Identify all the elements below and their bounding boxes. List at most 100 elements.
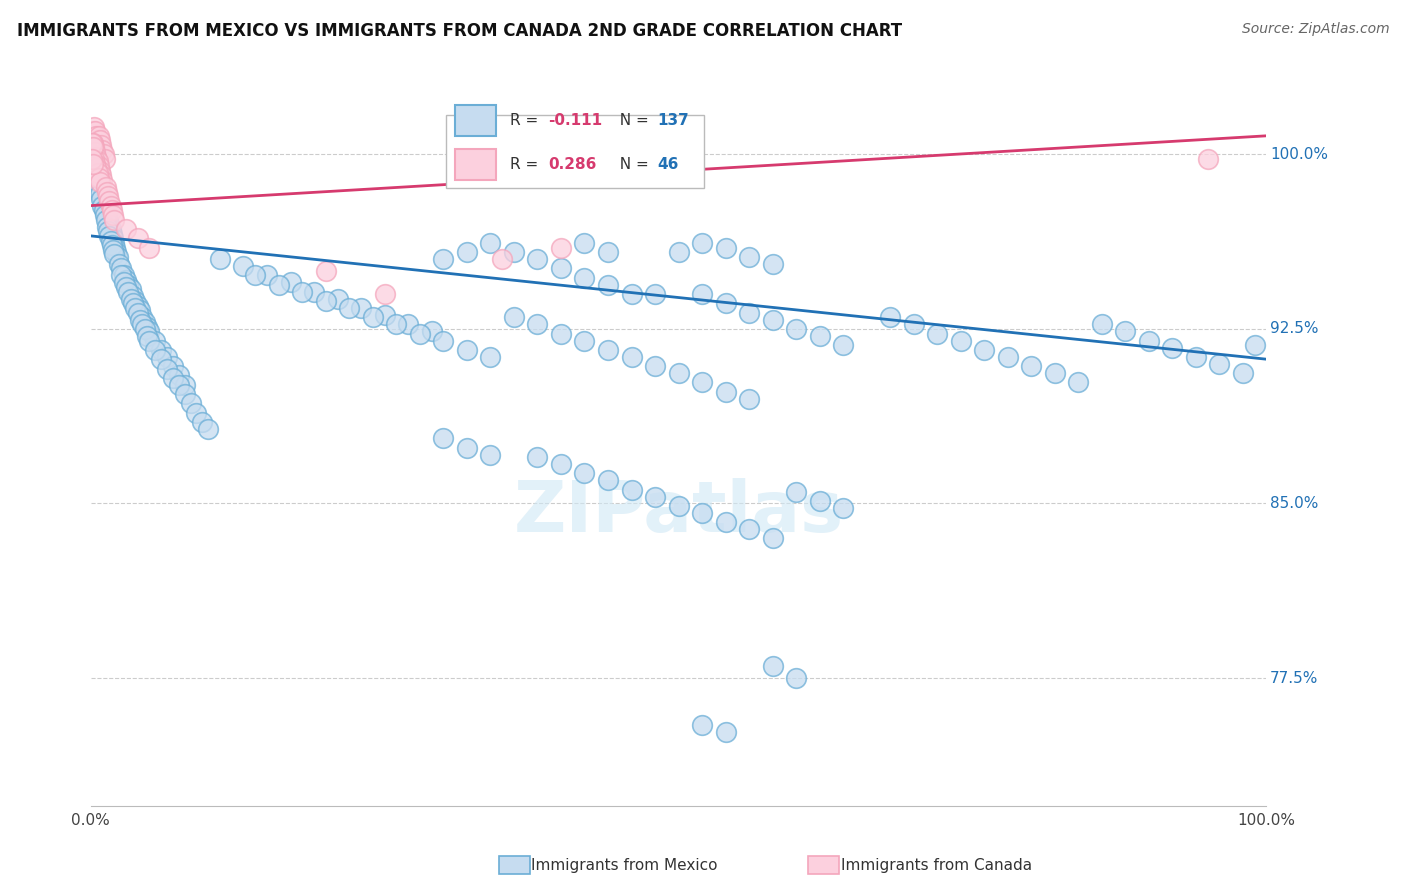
Point	[1243, 338, 1265, 352]
Text: Source: ZipAtlas.com: Source: ZipAtlas.com	[1241, 22, 1389, 37]
Point	[596, 343, 619, 357]
Point	[120, 292, 142, 306]
Point	[949, 334, 972, 348]
Point	[808, 494, 831, 508]
Point	[620, 287, 643, 301]
Point	[374, 287, 396, 301]
Point	[173, 387, 195, 401]
Point	[762, 532, 785, 546]
Point	[100, 199, 122, 213]
Point	[84, 145, 107, 160]
Point	[134, 322, 156, 336]
Point	[491, 252, 513, 267]
Point	[690, 235, 713, 250]
Point	[122, 289, 145, 303]
Point	[596, 245, 619, 260]
Point	[90, 169, 112, 183]
Text: N =: N =	[610, 157, 654, 172]
Point	[101, 227, 124, 241]
Point	[86, 150, 108, 164]
Point	[832, 338, 855, 352]
Point	[86, 170, 108, 185]
Point	[143, 334, 166, 348]
Point	[101, 238, 124, 252]
Point	[432, 334, 454, 348]
Point	[115, 222, 138, 236]
Point	[1091, 318, 1114, 332]
Point	[714, 384, 737, 399]
Point	[90, 185, 112, 199]
Point	[596, 277, 619, 292]
Point	[479, 448, 502, 462]
Point	[574, 235, 596, 250]
Point	[91, 189, 114, 203]
Point	[690, 287, 713, 301]
Point	[1197, 152, 1219, 166]
Point	[315, 293, 337, 308]
Point	[690, 376, 713, 390]
Point	[90, 192, 112, 206]
Point	[456, 441, 478, 455]
Point	[89, 133, 111, 147]
Point	[94, 203, 117, 218]
Point	[94, 212, 117, 227]
Text: 137: 137	[658, 113, 689, 128]
Point	[120, 282, 142, 296]
Point	[526, 450, 548, 464]
Point	[162, 371, 184, 385]
Point	[89, 175, 111, 189]
Point	[127, 299, 149, 313]
Point	[762, 659, 785, 673]
Point	[108, 257, 131, 271]
Point	[112, 268, 135, 283]
Point	[86, 166, 108, 180]
Point	[1208, 357, 1230, 371]
Point	[97, 212, 120, 227]
Point	[668, 499, 690, 513]
Point	[167, 368, 190, 383]
Point	[87, 128, 110, 143]
Point	[420, 324, 443, 338]
Point	[291, 285, 314, 299]
Point	[456, 245, 478, 260]
Point	[315, 264, 337, 278]
Point	[101, 203, 124, 218]
Point	[82, 157, 104, 171]
Point	[86, 128, 108, 143]
Point	[97, 224, 120, 238]
Point	[96, 219, 118, 234]
Point	[89, 186, 111, 201]
Point	[173, 377, 195, 392]
Point	[350, 301, 373, 315]
Text: 85.0%: 85.0%	[1270, 496, 1319, 511]
Point	[96, 185, 118, 199]
Point	[84, 124, 107, 138]
Point	[714, 515, 737, 529]
Point	[84, 157, 107, 171]
Point	[714, 724, 737, 739]
Point	[124, 293, 146, 308]
Point	[1019, 359, 1042, 374]
Point	[879, 310, 901, 325]
Point	[127, 231, 149, 245]
Point	[280, 276, 302, 290]
Point	[84, 154, 107, 169]
Point	[82, 124, 104, 138]
Point	[374, 308, 396, 322]
Point	[136, 319, 159, 334]
Point	[738, 522, 761, 536]
Point	[86, 133, 108, 147]
Point	[80, 152, 103, 166]
Point	[690, 717, 713, 731]
Point	[808, 329, 831, 343]
Point	[129, 312, 152, 326]
Point	[86, 163, 108, 178]
Point	[93, 208, 115, 222]
Point	[526, 318, 548, 332]
Point	[156, 361, 179, 376]
Point	[91, 143, 114, 157]
Point	[644, 490, 666, 504]
Point	[124, 301, 146, 315]
Point	[97, 189, 120, 203]
Point	[91, 199, 114, 213]
